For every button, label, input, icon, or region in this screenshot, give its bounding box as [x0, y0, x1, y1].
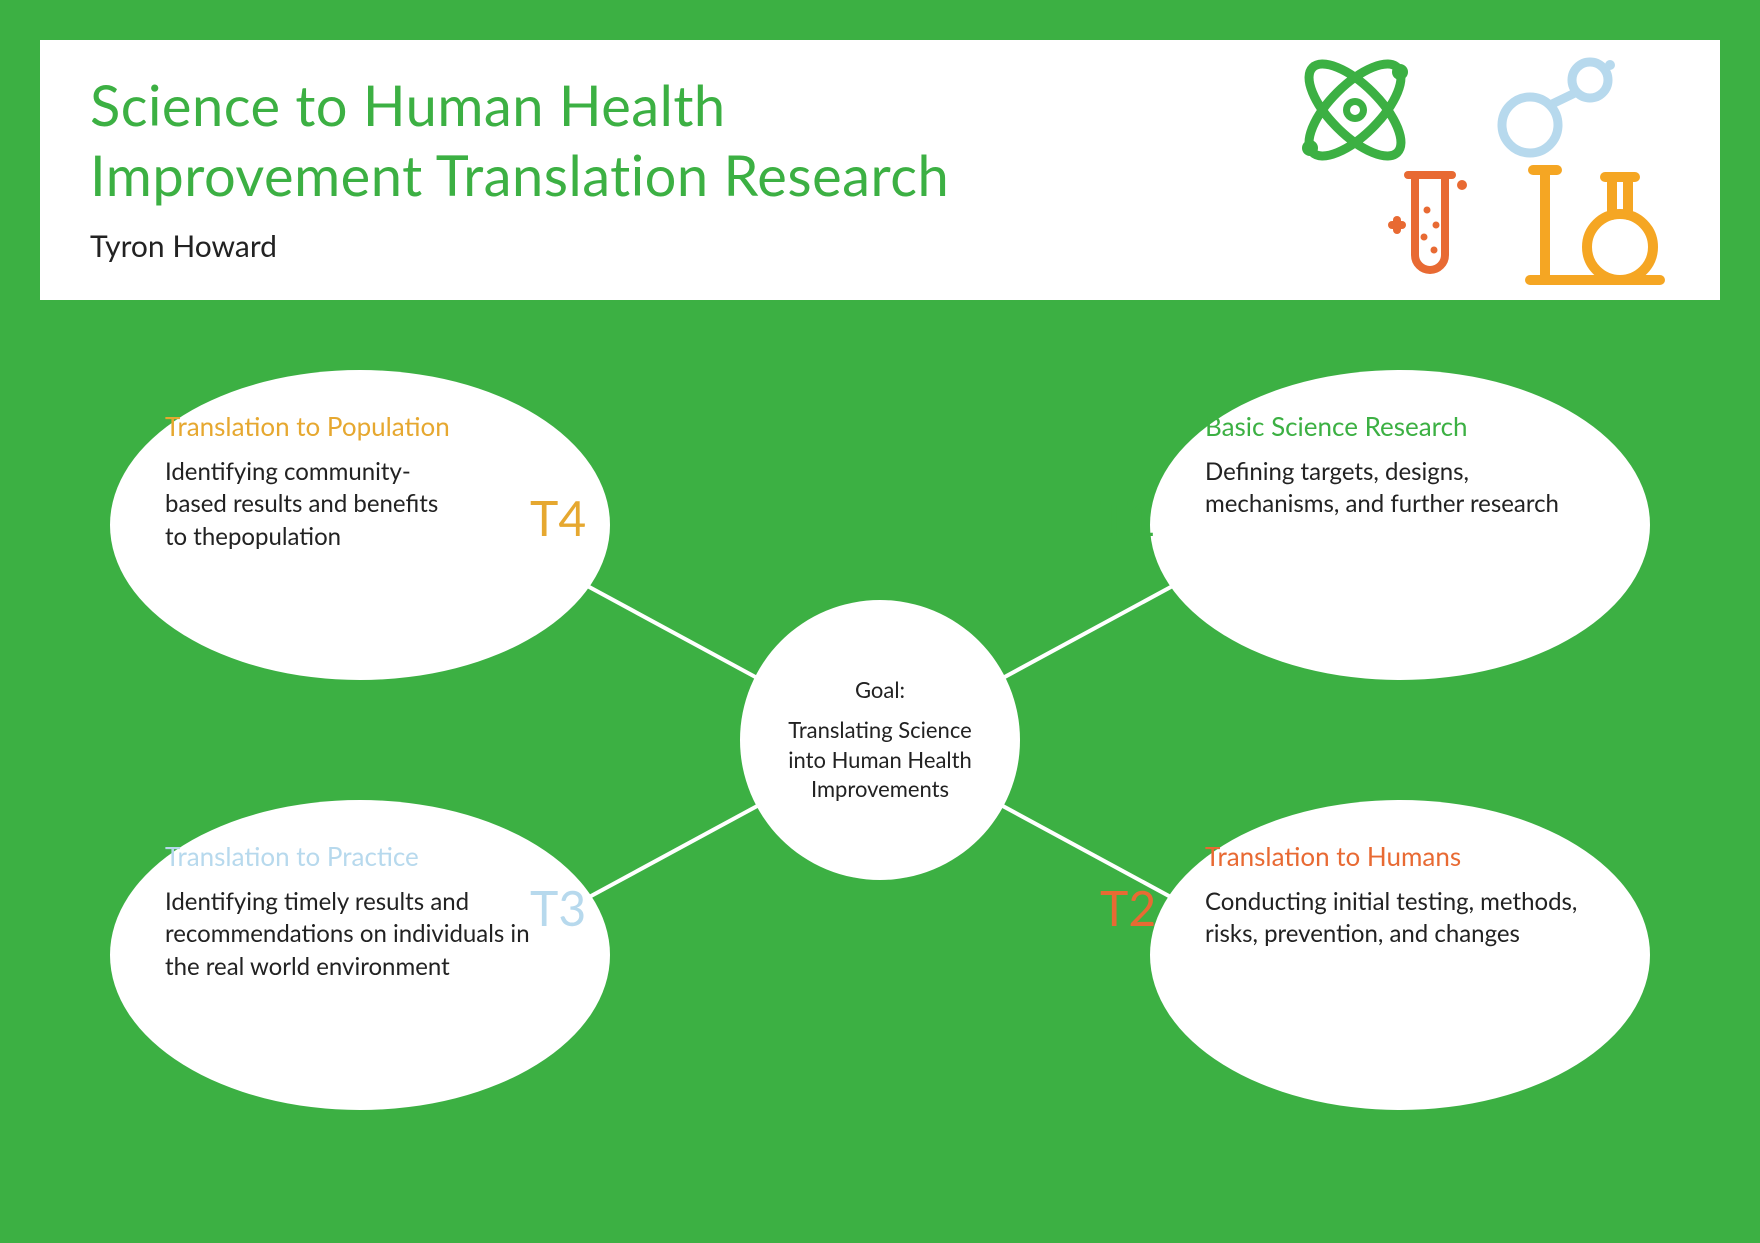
node-tag-t2: T2	[1100, 880, 1156, 937]
atom-icon	[1295, 50, 1415, 170]
node-t3: Translation to Practice Identifying timel…	[110, 800, 610, 1110]
title-line-2: Improvement Translation Research	[90, 141, 949, 208]
diagram-area: Goal: Translating Science into Human Heal…	[0, 320, 1760, 1243]
node-title: Translation to Population	[165, 410, 555, 442]
node-desc: Conducting initial testing, methods, ris…	[1205, 886, 1595, 951]
test-tube-icon	[1392, 175, 1467, 270]
molecule-icon	[1502, 60, 1615, 153]
node-title: Translation to Practice	[165, 840, 555, 872]
header-icons	[1275, 50, 1695, 290]
flask-icon	[1530, 170, 1660, 280]
node-tag-t4: T4	[530, 490, 586, 547]
node-tag-t1: T1	[1100, 490, 1156, 547]
header-panel: Science to Human Health Improvement Tran…	[40, 40, 1720, 300]
center-goal: Goal: Translating Science into Human Heal…	[740, 600, 1020, 880]
center-label: Goal:	[855, 676, 905, 703]
node-tag-t3: T3	[530, 880, 586, 937]
node-title: Translation to Humans	[1205, 840, 1595, 872]
center-text: Translating Science into Human Health Im…	[770, 715, 990, 804]
node-desc: Defining targets, designs, mechanisms, a…	[1205, 456, 1595, 521]
node-desc: Identifying community-based results and …	[165, 456, 455, 553]
title-line-1: Science to Human Health	[90, 71, 726, 138]
node-t2: Translation to Humans Conducting initial …	[1150, 800, 1650, 1110]
node-title: Basic Science Research	[1205, 410, 1595, 442]
node-t1: Basic Science Research Defining targets, …	[1150, 370, 1650, 680]
node-desc: Identifying timely results and recommend…	[165, 886, 555, 983]
